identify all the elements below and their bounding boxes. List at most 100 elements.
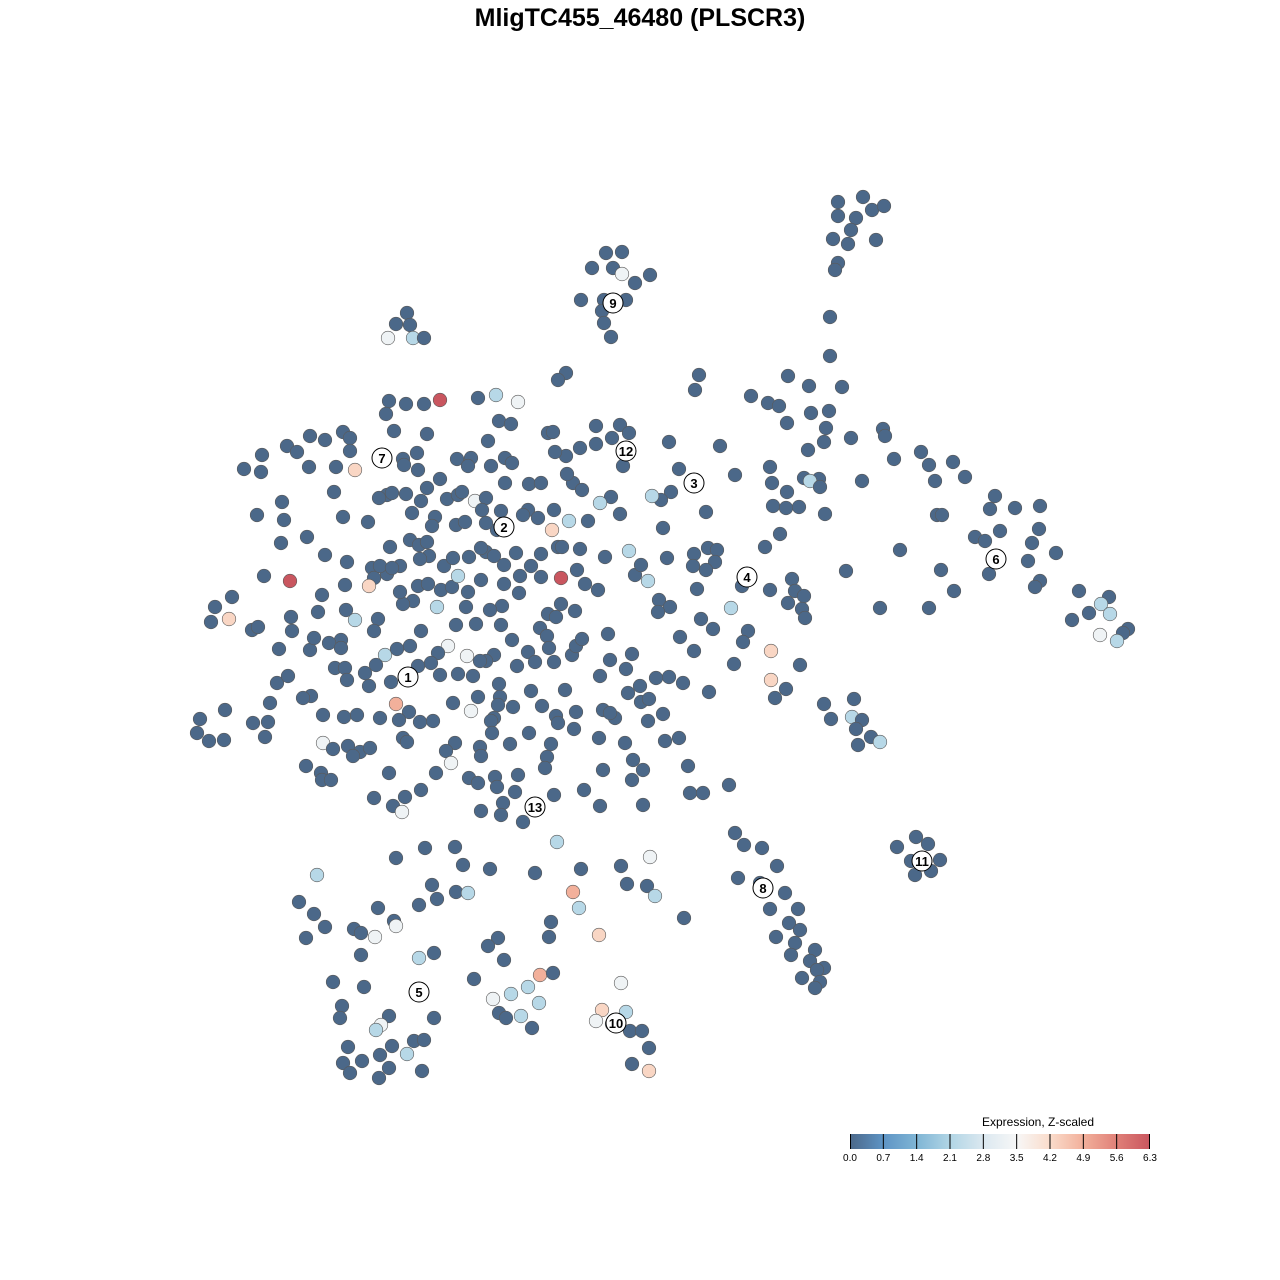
data-point [676,910,692,926]
data-point [432,667,448,683]
cluster-label-circle [524,796,546,818]
data-point [472,653,488,669]
data-point [987,488,1003,504]
data-point [767,690,783,706]
data-point [470,689,486,705]
data-point [314,587,330,603]
data-point [596,315,612,331]
data-point [561,513,577,529]
data-point [1027,579,1043,595]
data-point [550,715,566,731]
data-point [886,451,902,467]
data-point [497,475,513,491]
data-point [705,621,721,637]
data-point [686,643,702,659]
data-point [577,576,593,592]
data-point [426,1010,442,1026]
data-point [698,504,714,520]
data-point [864,202,880,218]
cluster-label-text: 7 [378,451,385,466]
data-point [598,245,614,261]
data-point [675,675,691,691]
data-point [192,711,208,727]
cluster-label-text: 8 [759,881,766,896]
data-point [659,550,675,566]
data-point [625,752,641,768]
data-point [592,668,608,684]
data-point [877,428,893,444]
data-point [543,914,559,930]
data-point [650,604,666,620]
data-point [735,634,751,650]
legend-tick-label: 5.6 [1109,1153,1124,1164]
data-point [763,643,779,659]
data-point [445,695,461,711]
data-point [686,546,702,562]
data-point [236,461,252,477]
data-point [410,462,426,478]
data-point [531,995,547,1011]
data-point [707,554,723,570]
data-point [224,589,240,605]
data-point [727,467,743,483]
data-point [544,522,560,538]
data-point [298,758,314,774]
data-point [399,734,415,750]
data-point [454,484,470,500]
data-point [473,572,489,588]
data-point [309,867,325,883]
data-point [342,1065,358,1081]
data-point [872,734,888,750]
data-point [271,641,287,657]
data-point [291,894,307,910]
data-point [783,947,799,963]
data-point [381,393,397,409]
data-point [498,1010,514,1026]
data-point [445,550,461,566]
cluster-label-text: 10 [609,1016,623,1031]
data-point [447,839,463,855]
data-point [460,885,476,901]
data-point [801,378,817,394]
data-point [619,876,635,892]
data-point [796,588,812,604]
data-point [821,403,837,419]
data-point [612,506,628,522]
data-point [1031,521,1047,537]
data-point [505,699,521,715]
data-point [347,612,363,628]
data-point [521,725,537,741]
data-point [463,703,479,719]
data-point [424,518,440,534]
data-point [574,631,590,647]
data-point [685,558,701,574]
data-point [419,480,435,496]
data-point [428,765,444,781]
data-point [982,501,998,517]
cluster-label-circle [408,981,430,1003]
data-point [617,735,633,751]
data-point [662,599,678,615]
data-point [394,804,410,820]
data-point [641,1063,657,1079]
data-point [465,668,481,684]
data-point [709,542,725,558]
data-point [730,870,746,886]
data-point [473,748,489,764]
data-point [627,275,643,291]
cluster-label: 9 [602,292,624,314]
data-point [485,991,501,1007]
data-point [413,493,429,509]
data-point [547,444,563,460]
data-point [1032,498,1048,514]
data-point [768,929,784,945]
data-point [402,317,418,333]
data-point [838,563,854,579]
data-point [546,502,562,518]
data-point [743,388,759,404]
data-point [848,721,864,737]
data-point [402,638,418,654]
legend-tick-label: 0.0 [843,1153,857,1164]
data-point [771,398,787,414]
